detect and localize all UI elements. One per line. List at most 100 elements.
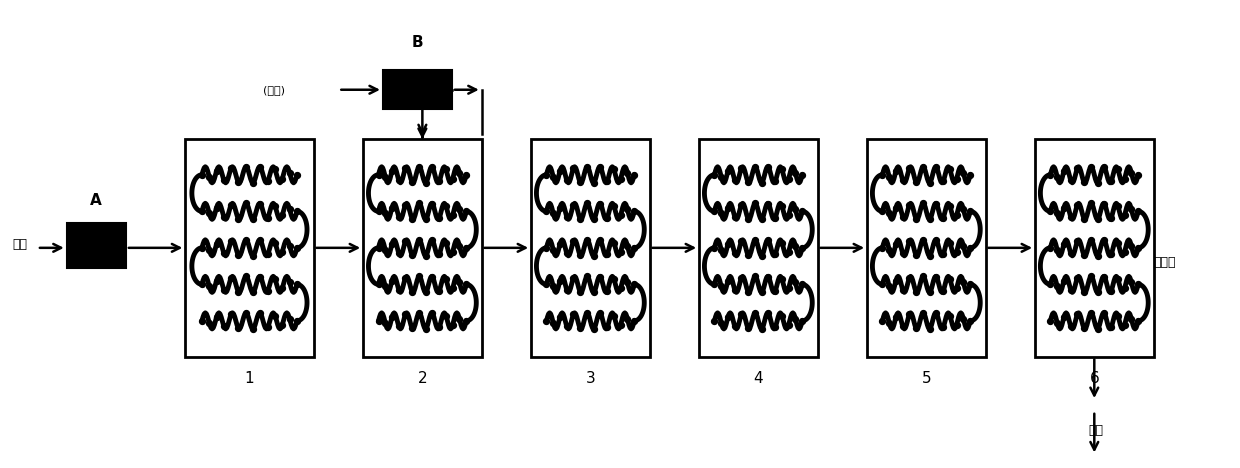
Point [396,274,415,281]
Point [265,166,285,173]
Point [288,244,308,252]
Point [250,273,270,281]
Bar [383,70,453,110]
Point [611,175,631,182]
Point [537,208,557,215]
Point [557,249,577,257]
Point [598,324,618,331]
Point [376,319,396,327]
Point [537,281,557,288]
Point [389,213,409,220]
Point [725,176,745,184]
Point [207,314,227,321]
Point [288,208,308,215]
Point [1095,163,1115,171]
Point [423,163,443,171]
Point [429,287,449,295]
Point [396,201,415,208]
Text: 3: 3 [585,371,595,387]
Point [382,241,402,248]
Point [236,163,255,170]
Point [273,248,293,256]
Point [624,171,644,178]
Point [1128,244,1148,252]
Point [429,178,449,185]
Point [443,285,463,292]
Point [1109,312,1128,319]
Point [954,205,973,213]
Point [551,204,570,212]
Point [563,274,583,281]
Point [954,278,973,286]
Text: 6: 6 [1090,371,1099,387]
Point [215,213,234,220]
Point [429,251,449,258]
Point [228,252,248,259]
Point [456,208,476,215]
Point [604,239,624,246]
Point [779,212,799,219]
Point [409,236,429,244]
Point [402,288,422,296]
Point [1074,252,1094,259]
Point [443,248,463,256]
Point [243,179,263,187]
Point [436,275,456,283]
Point [732,274,751,281]
Point [423,273,443,281]
Point [718,277,738,285]
Point [751,216,771,223]
Point [258,287,278,295]
Point [1095,237,1115,244]
Point [773,312,792,319]
Point [273,321,293,329]
Point [759,310,779,317]
Point [192,244,212,252]
Point [450,278,470,286]
Point [913,199,932,207]
Point [456,244,476,252]
Point [1081,199,1101,207]
Point [1060,249,1080,257]
Point [920,216,940,223]
Point [200,246,219,254]
Text: 1: 1 [244,371,254,387]
Point [718,168,738,175]
Point [887,168,906,175]
Point [200,173,219,181]
Point [563,164,583,172]
Point [396,311,415,318]
Point [745,236,765,244]
Point [598,287,618,295]
Point [1048,319,1068,327]
Point [543,210,563,217]
Point [584,252,604,260]
Point [563,201,583,208]
Point [618,242,637,249]
Point [273,285,293,292]
Point [1095,310,1115,317]
Point [192,171,212,178]
Point [577,236,596,244]
Text: 2: 2 [418,371,428,387]
Bar [67,223,126,268]
Point [221,311,241,318]
Point [215,249,234,257]
Point [1081,163,1101,170]
Point [738,215,758,223]
Point [450,242,470,249]
Point [960,171,980,178]
Text: 产品: 产品 [1089,424,1104,437]
Point [1128,281,1148,288]
Point [243,325,263,333]
Point [376,246,396,254]
Point [887,314,906,321]
Point [1074,325,1094,332]
Point [792,171,812,178]
Point [551,168,570,175]
Point [745,273,765,280]
Point [786,169,806,176]
Point [759,200,779,207]
Point [551,277,570,285]
Point [887,277,906,285]
